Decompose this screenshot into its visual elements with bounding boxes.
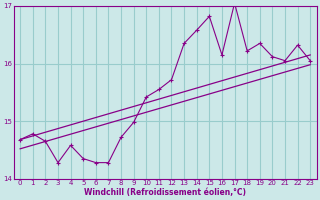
X-axis label: Windchill (Refroidissement éolien,°C): Windchill (Refroidissement éolien,°C) [84, 188, 246, 197]
